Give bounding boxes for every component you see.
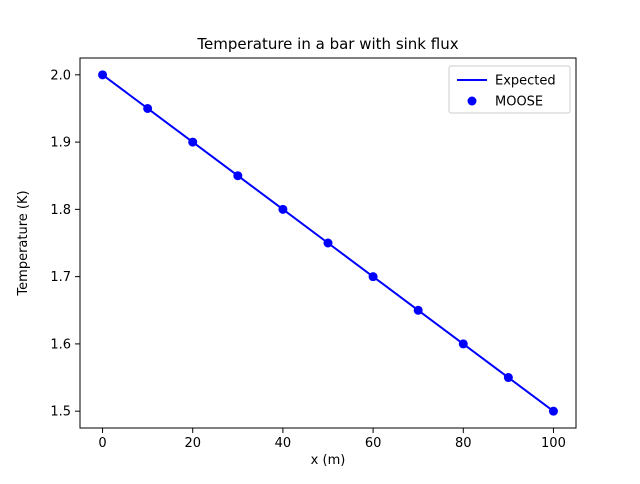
- chart-title: Temperature in a bar with sink flux: [196, 35, 458, 53]
- y-tick-label: 1.9: [50, 136, 71, 151]
- y-tick-label: 1.7: [50, 270, 71, 285]
- series-marker-moose: [368, 272, 378, 282]
- x-tick-label: 20: [184, 436, 201, 451]
- series-marker-moose: [323, 238, 333, 248]
- x-tick-label: 60: [365, 436, 382, 451]
- series-marker-moose: [458, 339, 468, 349]
- x-tick-label: 100: [541, 436, 566, 451]
- x-tick-label: 40: [275, 436, 292, 451]
- axes: 0 20 40 60 80 100 1.5 1.6 1.7 1.8 1.9 2.0: [50, 57, 577, 451]
- series-marker-moose: [278, 204, 288, 214]
- plot-series: [98, 70, 558, 416]
- series-marker-moose: [188, 137, 198, 147]
- series-marker-moose: [143, 103, 153, 113]
- y-axis-label: Temperature (K): [16, 190, 31, 296]
- legend-frame: [448, 65, 571, 114]
- legend-marker-sample-moose: [467, 96, 477, 106]
- x-axis-label: x (m): [311, 453, 346, 468]
- x-tick-label: 80: [455, 436, 472, 451]
- series-marker-moose: [98, 70, 108, 80]
- series-marker-moose: [503, 373, 513, 383]
- series-marker-moose: [413, 305, 423, 315]
- y-tick-label: 1.5: [50, 405, 71, 420]
- y-tick-label: 1.8: [50, 203, 71, 218]
- legend: Expected MOOSE: [448, 65, 571, 114]
- series-marker-moose: [233, 171, 243, 181]
- y-tick-label: 2.0: [50, 68, 71, 83]
- y-tick-label: 1.6: [50, 337, 71, 352]
- x-tick-label: 0: [98, 436, 106, 451]
- legend-label-expected: Expected: [495, 74, 556, 89]
- series-marker-moose: [548, 406, 558, 416]
- legend-label-moose: MOOSE: [495, 95, 543, 110]
- axes-frame: [79, 57, 577, 429]
